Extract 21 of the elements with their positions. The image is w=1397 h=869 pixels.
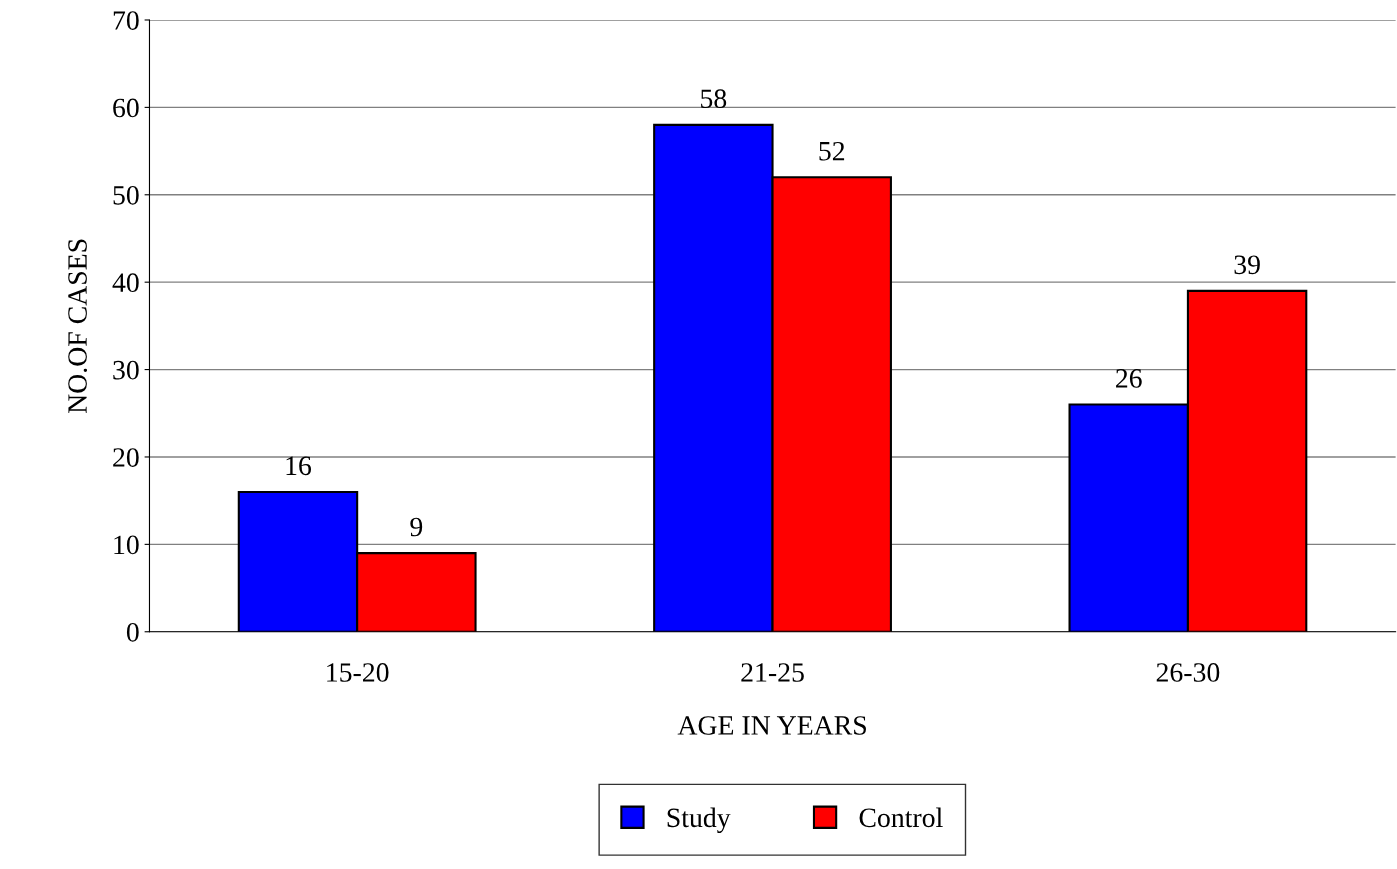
y-tick-label: 10: [114, 535, 139, 555]
legend-label: Control: [859, 807, 943, 828]
y-tick-label: 40: [112, 273, 139, 293]
x-axis-title: AGE IN YEARS: [677, 716, 866, 735]
data-label: 9: [410, 517, 423, 537]
legend-label: Study: [667, 807, 731, 833]
y-tick-label: 20: [113, 448, 139, 467]
data-label: 26: [1116, 369, 1142, 388]
data-label: 16: [286, 456, 312, 476]
data-label: 39: [1234, 255, 1260, 275]
x-tick-label: 15-20: [327, 663, 389, 682]
y-tick-label: 0: [126, 622, 139, 642]
data-label: 58: [701, 89, 727, 109]
y-tick-label: 70: [113, 11, 139, 30]
x-tick-label: 26-30: [1156, 663, 1220, 682]
data-label: 52: [819, 141, 845, 161]
y-axis-title: NO.OF CASES: [68, 239, 88, 414]
x-tick-label: 21-25: [741, 663, 804, 682]
y-tick-label: 50: [113, 185, 139, 205]
y-tick-label: 30: [113, 360, 139, 380]
y-tick-label: 60: [113, 98, 139, 118]
